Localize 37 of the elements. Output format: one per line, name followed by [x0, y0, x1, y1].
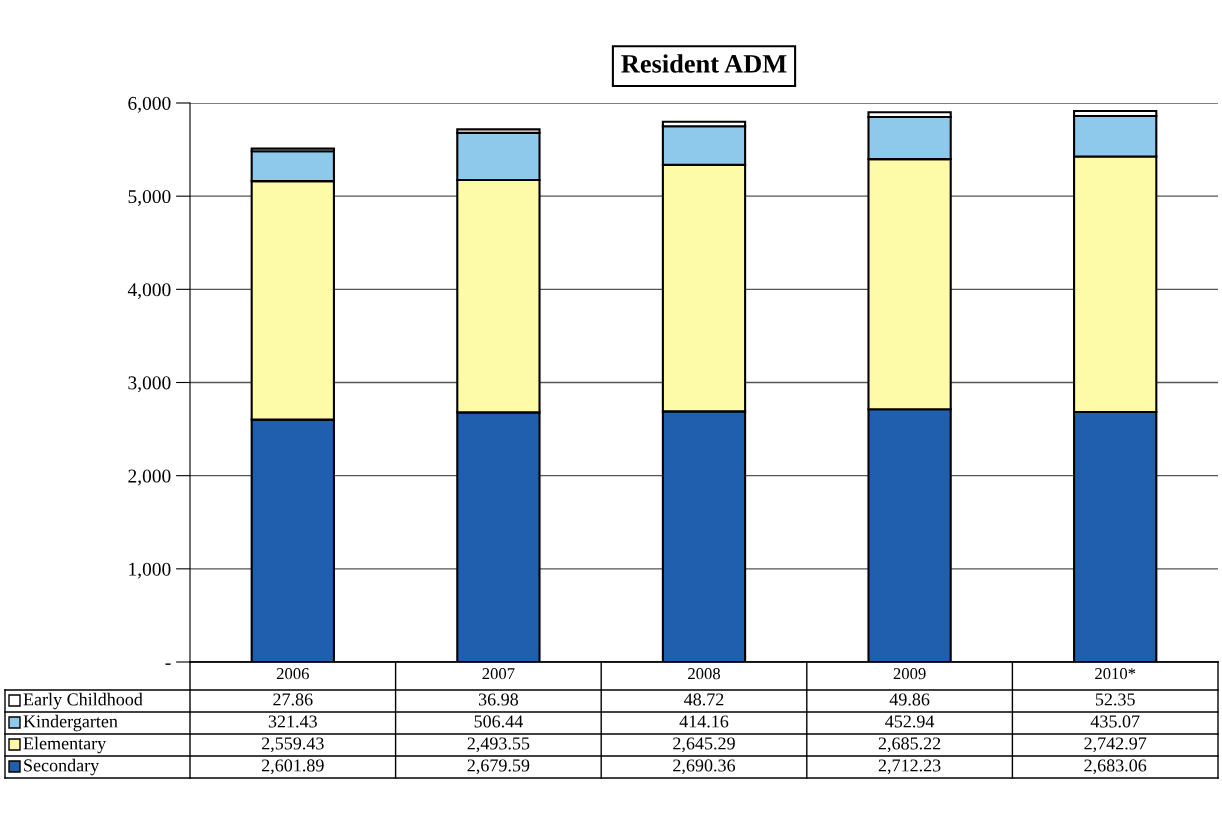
x-tick-label: 2008 — [688, 668, 721, 680]
y-tick-label: 3,000 — [128, 376, 171, 393]
data-label: 2,690.36 — [673, 759, 736, 775]
data-label: 2,601.89 — [262, 759, 324, 775]
y-tick-label: 4,000 — [127, 283, 171, 300]
data-label: 321.43 — [268, 715, 317, 728]
chart-title: Resident ADM — [621, 54, 787, 73]
x-tick-label: 2006 — [276, 668, 309, 680]
x-tick-label: 2009 — [893, 668, 926, 680]
x-tick-label: 2010* — [1095, 668, 1136, 680]
data-label: 2,559.43 — [262, 737, 324, 753]
legend-label: Elementary — [23, 736, 107, 754]
y-tick-label: 6,000 — [128, 96, 171, 113]
data-label: 2,493.55 — [467, 737, 530, 753]
data-label: 2,685.22 — [878, 737, 941, 753]
legend-label: Early Childhood — [23, 692, 143, 710]
data-label: 2,712.23 — [878, 759, 941, 775]
data-label: 452.94 — [885, 715, 935, 728]
data-label: 48.72 — [684, 693, 724, 706]
data-label: 2,679.59 — [467, 759, 530, 775]
data-label: 414.16 — [679, 715, 729, 728]
data-label: 36.98 — [478, 693, 519, 706]
data-label: 2,683.06 — [1084, 759, 1147, 775]
data-label: 52.35 — [1095, 693, 1135, 706]
y-tick-label: - — [165, 663, 171, 665]
data-label: 2,645.29 — [673, 737, 735, 753]
y-tick-label: 5,000 — [128, 189, 171, 206]
y-tick-label: 2,000 — [128, 469, 171, 486]
y-tick-label: 1,000 — [129, 562, 171, 579]
x-tick-label: 2007 — [482, 668, 515, 680]
data-label: 2,742.97 — [1084, 737, 1147, 753]
legend-label: Secondary — [24, 758, 100, 776]
data-label: 27.86 — [273, 693, 313, 706]
data-label: 435.07 — [1090, 715, 1140, 728]
data-label: 49.86 — [889, 693, 930, 706]
legend-label: Kindergarten — [23, 714, 118, 732]
data-label: 506.44 — [474, 715, 523, 728]
